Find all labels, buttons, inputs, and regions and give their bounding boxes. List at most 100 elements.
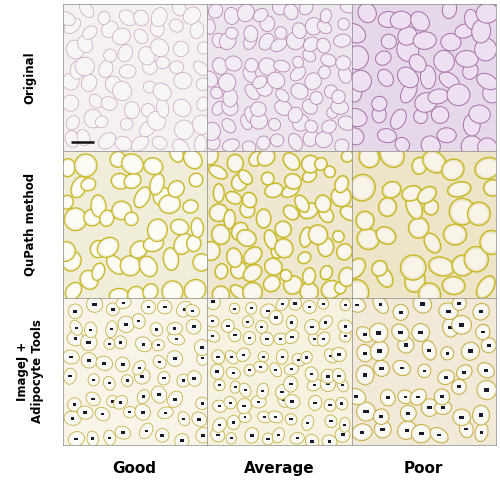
- Ellipse shape: [256, 322, 266, 332]
- Ellipse shape: [300, 227, 312, 247]
- Bar: [140, 410, 144, 413]
- Ellipse shape: [310, 227, 326, 243]
- Ellipse shape: [444, 319, 457, 335]
- Ellipse shape: [285, 378, 296, 391]
- Bar: [478, 413, 484, 417]
- Ellipse shape: [340, 419, 349, 431]
- Ellipse shape: [202, 122, 220, 141]
- Ellipse shape: [320, 265, 332, 280]
- Ellipse shape: [86, 324, 96, 336]
- Ellipse shape: [275, 334, 286, 344]
- Ellipse shape: [60, 159, 76, 177]
- Ellipse shape: [87, 393, 99, 405]
- Ellipse shape: [150, 174, 164, 195]
- Bar: [216, 356, 220, 358]
- Ellipse shape: [119, 10, 136, 25]
- Ellipse shape: [356, 365, 374, 385]
- Ellipse shape: [256, 321, 268, 333]
- Bar: [274, 416, 277, 418]
- Ellipse shape: [301, 204, 316, 217]
- Ellipse shape: [86, 296, 103, 312]
- Bar: [72, 403, 76, 406]
- Ellipse shape: [452, 255, 473, 276]
- Ellipse shape: [208, 165, 228, 179]
- Ellipse shape: [337, 398, 347, 409]
- Ellipse shape: [193, 413, 205, 425]
- Ellipse shape: [98, 133, 116, 149]
- Ellipse shape: [316, 159, 326, 169]
- Ellipse shape: [302, 352, 312, 363]
- Ellipse shape: [197, 398, 207, 408]
- Ellipse shape: [264, 230, 277, 249]
- Ellipse shape: [196, 97, 209, 111]
- Ellipse shape: [212, 350, 224, 364]
- Ellipse shape: [421, 399, 438, 416]
- Bar: [162, 377, 166, 380]
- Ellipse shape: [346, 128, 364, 145]
- Bar: [313, 384, 316, 386]
- Ellipse shape: [380, 142, 404, 167]
- Ellipse shape: [358, 346, 371, 361]
- Ellipse shape: [108, 397, 118, 407]
- Ellipse shape: [132, 243, 146, 256]
- Ellipse shape: [226, 27, 238, 39]
- Bar: [330, 420, 332, 423]
- Ellipse shape: [169, 392, 181, 406]
- Ellipse shape: [246, 429, 258, 442]
- Ellipse shape: [194, 340, 210, 356]
- Ellipse shape: [146, 238, 162, 250]
- Ellipse shape: [414, 109, 428, 123]
- Ellipse shape: [272, 245, 282, 258]
- Ellipse shape: [264, 276, 280, 292]
- Ellipse shape: [88, 432, 98, 445]
- Ellipse shape: [306, 368, 317, 380]
- Bar: [246, 321, 250, 323]
- Ellipse shape: [424, 200, 438, 215]
- Ellipse shape: [413, 32, 436, 49]
- Ellipse shape: [65, 131, 79, 147]
- Ellipse shape: [257, 136, 270, 150]
- Bar: [280, 356, 284, 358]
- Ellipse shape: [174, 41, 188, 57]
- Ellipse shape: [148, 219, 168, 242]
- Bar: [87, 359, 91, 362]
- Ellipse shape: [269, 310, 283, 325]
- Ellipse shape: [342, 152, 352, 161]
- Ellipse shape: [162, 281, 183, 302]
- Ellipse shape: [226, 248, 242, 267]
- Ellipse shape: [324, 399, 336, 411]
- Bar: [216, 434, 220, 436]
- Bar: [377, 349, 382, 353]
- Ellipse shape: [390, 11, 411, 29]
- Ellipse shape: [304, 269, 314, 283]
- Ellipse shape: [169, 334, 183, 344]
- Ellipse shape: [440, 305, 456, 318]
- Bar: [250, 307, 252, 309]
- Ellipse shape: [84, 322, 97, 338]
- Ellipse shape: [204, 149, 217, 163]
- Ellipse shape: [449, 198, 475, 225]
- Ellipse shape: [274, 333, 287, 345]
- Ellipse shape: [214, 288, 228, 302]
- Ellipse shape: [318, 206, 334, 223]
- Ellipse shape: [68, 332, 82, 345]
- Bar: [262, 356, 265, 358]
- Ellipse shape: [242, 203, 254, 216]
- Ellipse shape: [54, 242, 76, 262]
- Ellipse shape: [106, 395, 119, 407]
- Ellipse shape: [350, 70, 372, 92]
- Ellipse shape: [230, 381, 240, 393]
- Ellipse shape: [174, 433, 189, 447]
- Ellipse shape: [288, 107, 302, 122]
- Ellipse shape: [202, 242, 220, 261]
- Ellipse shape: [475, 158, 500, 179]
- Ellipse shape: [170, 19, 183, 32]
- Bar: [404, 344, 408, 346]
- Ellipse shape: [340, 269, 353, 285]
- Ellipse shape: [359, 147, 380, 168]
- Ellipse shape: [75, 57, 94, 76]
- Ellipse shape: [332, 231, 344, 242]
- Bar: [142, 395, 145, 398]
- Ellipse shape: [472, 20, 490, 43]
- Ellipse shape: [335, 427, 350, 442]
